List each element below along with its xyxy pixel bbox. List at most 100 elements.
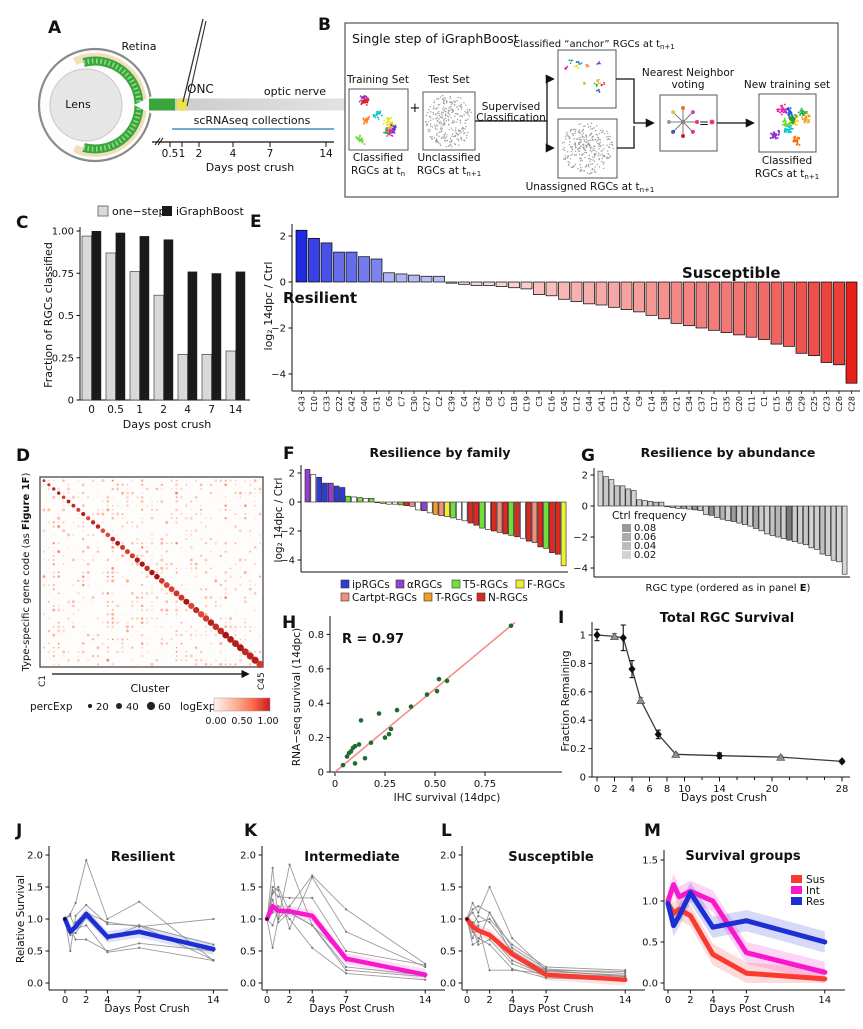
svg-text:2: 2 (582, 471, 588, 482)
forceps-icon (182, 18, 204, 103)
svg-text:0: 0 (318, 768, 324, 779)
gray-label-006: 0.06 (634, 532, 656, 543)
svg-text:0: 0 (280, 278, 286, 289)
svg-text:1: 1 (580, 631, 586, 642)
svg-text:28: 28 (836, 784, 849, 795)
cluster-end-label: C45 (257, 672, 267, 690)
legend-swatch-int (791, 886, 802, 894)
equals-sign: = (699, 116, 709, 130)
svg-text:C17: C17 (710, 396, 719, 412)
panel-h-xlabel: IHC survival (14dpc) (394, 792, 501, 804)
svg-text:0.5: 0.5 (27, 947, 43, 958)
svg-text:0.0: 0.0 (440, 979, 456, 990)
new-caption2: RGCs at tn+1 (755, 168, 819, 181)
svg-text:0: 0 (88, 404, 95, 416)
panel-j-chart: 0.0 0.5 1.0 1.5 2.0 0 2 4 7 14 (27, 846, 228, 1006)
panel-e: E log₂ 14dpc / Ctrl Resilient Susceptibl… (250, 212, 781, 350)
gray-label-004: 0.04 (634, 541, 656, 552)
svg-text:−4: −4 (280, 556, 295, 567)
panel-h-chart: 0 0.25 0.50 0.75 0 0.2 0.4 0.6 0.8 (308, 616, 562, 790)
svg-text:C7: C7 (398, 396, 407, 407)
timeline-tick: 7 (267, 148, 274, 160)
ctrl-frequency-legend: Ctrl frequency 0.08 0.06 0.04 0.02 (612, 510, 687, 561)
optic-disc-notch (134, 96, 152, 114)
svg-text:2: 2 (486, 995, 492, 1006)
svg-text:2: 2 (280, 232, 286, 243)
nerve-head-segment (149, 98, 175, 111)
svg-text:C4: C4 (460, 396, 469, 407)
svg-text:0.5: 0.5 (240, 947, 256, 958)
svg-text:1.00: 1.00 (52, 227, 74, 238)
svg-text:0.75: 0.75 (474, 779, 496, 790)
svg-text:4: 4 (309, 995, 315, 1006)
panel-e-ylabel: log₂ 14dpc / Ctrl (262, 262, 275, 351)
training-caption: Classified (353, 152, 403, 164)
svg-text:C3: C3 (535, 396, 544, 407)
size-label-40: 40 (126, 702, 139, 713)
svg-text:0.25: 0.25 (52, 353, 74, 364)
panel-b-blobs (355, 59, 811, 175)
new-caption: Classified (762, 155, 812, 167)
supervised-label: Supervised (482, 101, 541, 113)
svg-text:C5: C5 (498, 396, 507, 407)
panel-m: M Survival groups Sus Int Res Days Post … (644, 821, 825, 1015)
size-dot-40 (116, 703, 122, 709)
panel-d-dots (42, 479, 264, 669)
panel-l-title: Susceptible (508, 850, 594, 865)
gray-swatch-004 (622, 542, 631, 550)
svg-text:C45: C45 (560, 396, 569, 412)
legend-swatch-sus (791, 875, 802, 883)
svg-text:C30: C30 (410, 396, 419, 412)
collections-label: scRNAseq collections (194, 114, 311, 127)
test-set-label: Test Set (427, 74, 469, 86)
svg-text:8: 8 (664, 784, 670, 795)
svg-text:C18: C18 (510, 396, 519, 412)
size-dot-20 (87, 703, 93, 709)
svg-text:0.2: 0.2 (308, 733, 324, 744)
svg-text:C19: C19 (523, 396, 532, 412)
svg-text:1.0: 1.0 (642, 897, 658, 908)
size-dot-60 (146, 701, 156, 711)
svg-text:C24: C24 (623, 396, 632, 412)
legend-sus: Sus (806, 874, 825, 886)
size-label-60: 60 (158, 702, 171, 713)
svg-text:0.6: 0.6 (308, 664, 324, 675)
svg-text:C23: C23 (823, 396, 832, 412)
legend-swatch-onestep (97, 205, 109, 217)
svg-text:0.0: 0.0 (642, 979, 658, 990)
panel-k-title: Intermediate (304, 850, 400, 865)
anchor-box (557, 49, 617, 109)
svg-text:2: 2 (289, 469, 295, 480)
panel-c-label: C (16, 213, 28, 233)
panel-j: J Resilient Relative Survival Days Post … (15, 821, 190, 1015)
panel-h-label: H (282, 613, 296, 633)
svg-text:C26: C26 (835, 396, 844, 412)
svg-text:1.5: 1.5 (27, 883, 43, 894)
svg-text:0.5: 0.5 (58, 311, 74, 322)
new-training-label: New training set (744, 79, 830, 91)
panel-g-chart: 2 0 −2 −4 (573, 468, 850, 578)
svg-text:0.2: 0.2 (570, 744, 586, 755)
panel-k-label: K (244, 821, 258, 841)
svg-text:14: 14 (207, 995, 220, 1006)
legend-iprgc: ipRGCs (352, 579, 390, 591)
svg-text:4: 4 (509, 995, 515, 1006)
anchor-label: Classified “anchor” RGCs at tn+1 (513, 39, 675, 51)
svg-text:0: 0 (464, 995, 470, 1006)
legend-swatch-t5rgc (451, 579, 461, 589)
crush-site (176, 98, 188, 111)
svg-text:C14: C14 (648, 396, 657, 412)
svg-text:C9: C9 (635, 396, 644, 407)
svg-text:C33: C33 (323, 396, 332, 412)
panel-a: A Retina Lens ONC optic nerve scRNAseq c… (37, 18, 427, 174)
nn-label: Nearest Neighbor (642, 67, 735, 79)
ctrl-frequency-label: Ctrl frequency (612, 510, 687, 522)
svg-text:4: 4 (629, 784, 635, 795)
legend-res: Res (806, 896, 825, 908)
panel-l-xlabel: Days Post Crush (508, 1003, 593, 1015)
panel-b-title: Single step of iGraphBoost (352, 31, 519, 46)
svg-text:2: 2 (687, 995, 693, 1006)
svg-text:14: 14 (713, 784, 726, 795)
svg-text:7: 7 (208, 404, 215, 416)
